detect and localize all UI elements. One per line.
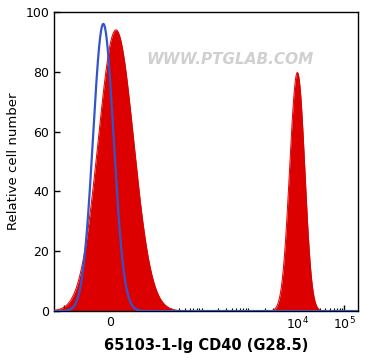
Text: WWW.PTGLAB.COM: WWW.PTGLAB.COM [147,52,314,67]
Y-axis label: Relative cell number: Relative cell number [7,93,20,230]
X-axis label: 65103-1-Ig CD40 (G28.5): 65103-1-Ig CD40 (G28.5) [104,338,308,353]
